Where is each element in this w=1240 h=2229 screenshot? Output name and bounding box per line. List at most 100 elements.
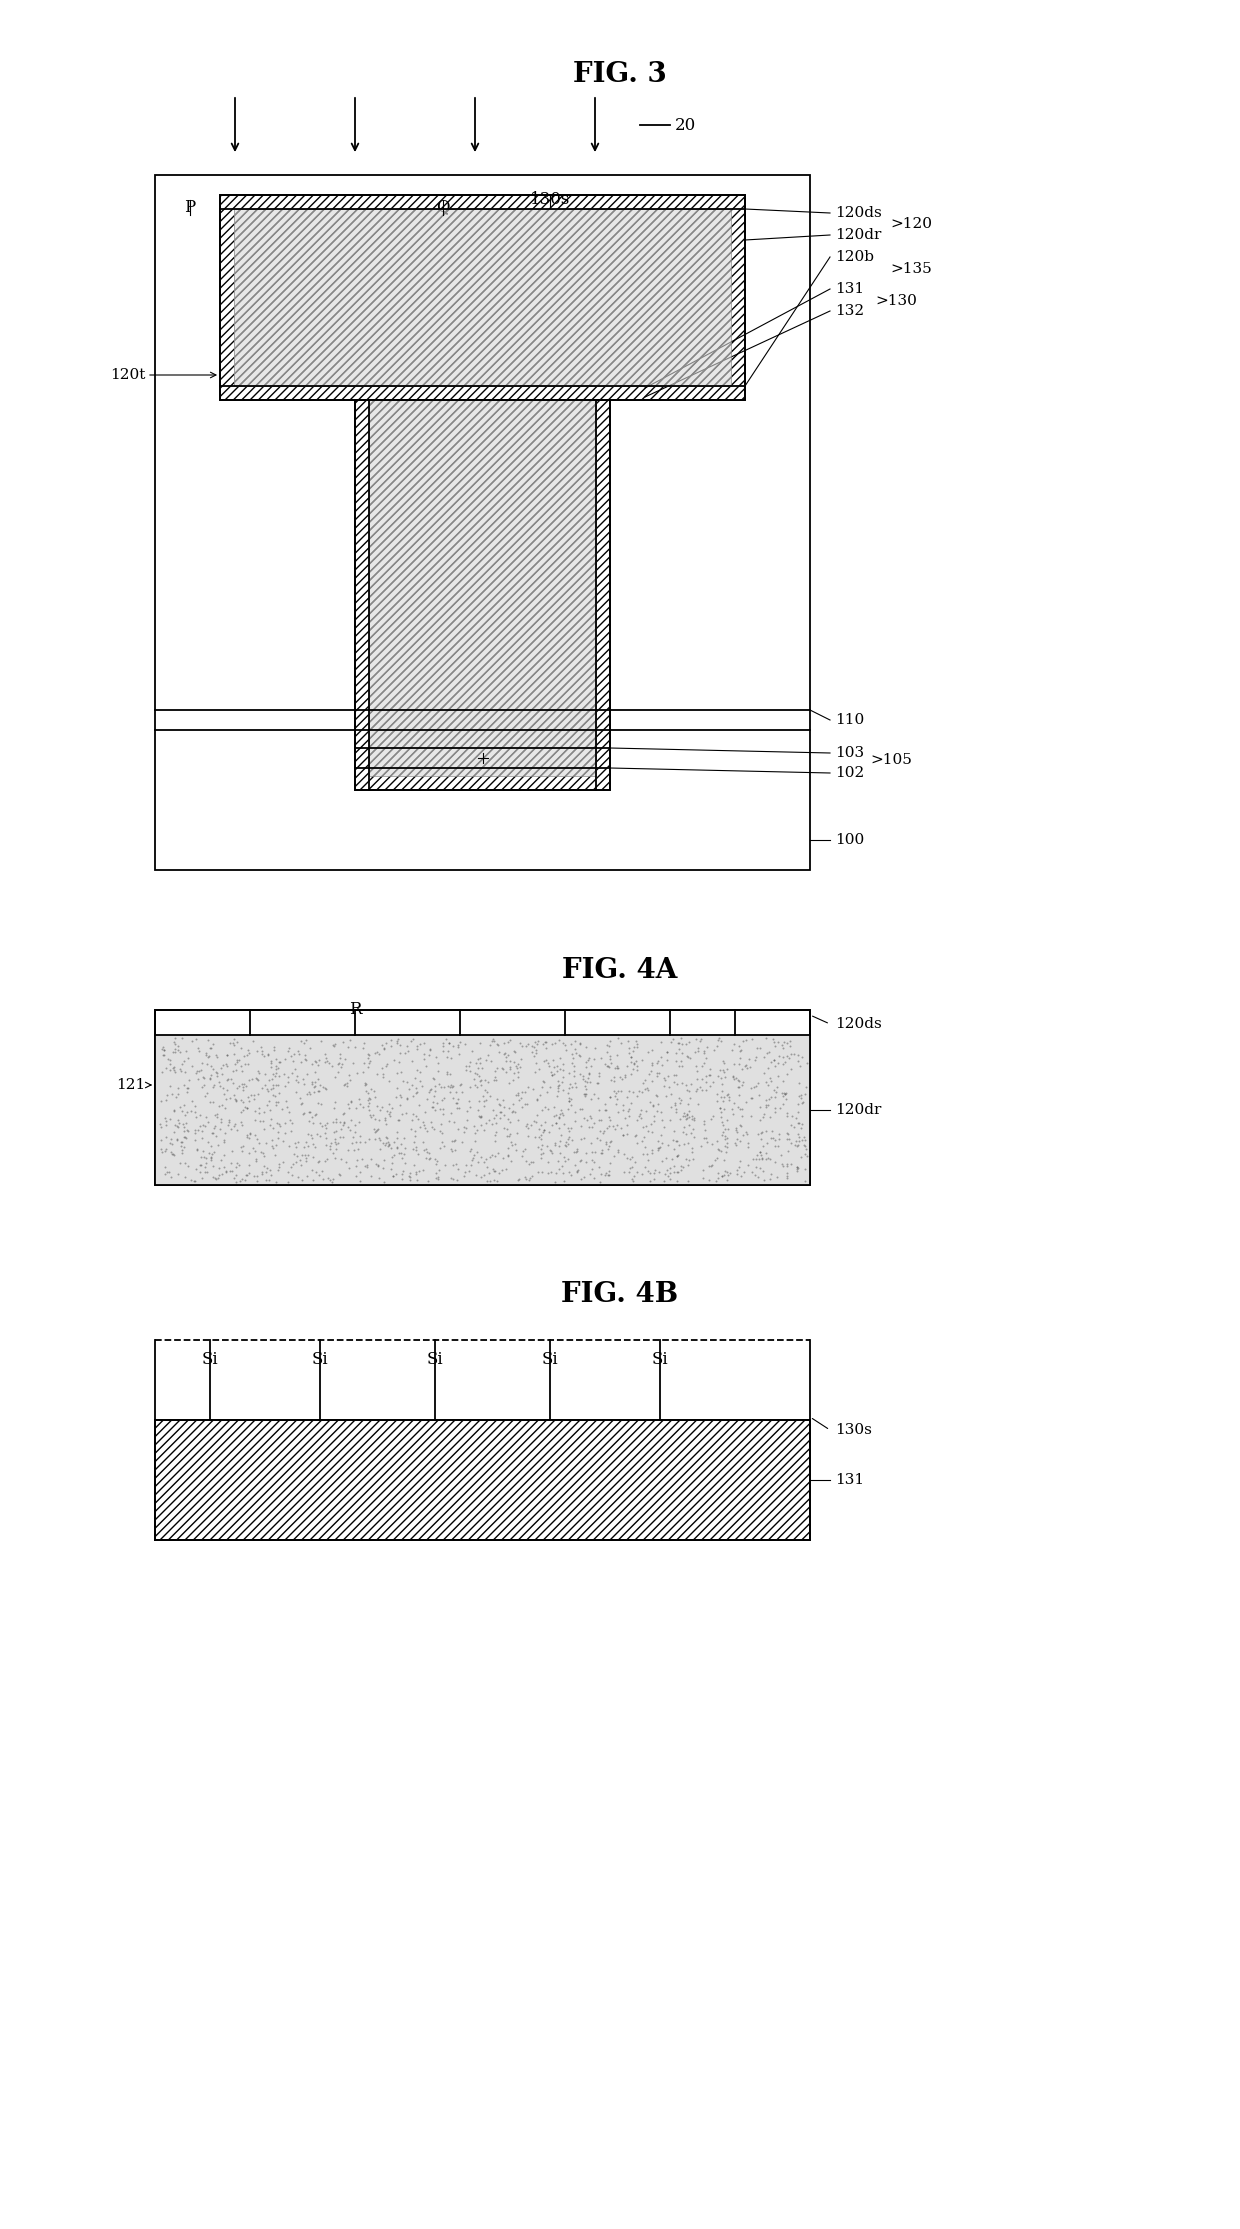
Point (589, 1092, 609, 1128)
Point (729, 1063, 749, 1099)
Point (289, 1036, 309, 1072)
Point (463, 1141, 482, 1177)
Point (485, 1023, 505, 1059)
Point (310, 1068, 330, 1103)
Point (708, 1059, 728, 1094)
Point (489, 1034, 508, 1070)
Point (672, 1065, 692, 1101)
Point (711, 1099, 730, 1135)
Point (415, 1141, 435, 1177)
Point (525, 1039, 544, 1074)
Point (169, 1101, 188, 1137)
Point (600, 1079, 620, 1114)
Point (397, 1081, 417, 1117)
Point (502, 1128, 522, 1164)
Point (777, 1057, 797, 1092)
Point (216, 1152, 236, 1188)
Point (262, 1157, 281, 1193)
Point (781, 1108, 801, 1143)
Point (538, 1090, 558, 1126)
Point (795, 1150, 815, 1186)
Point (577, 1077, 596, 1112)
Point (579, 1041, 599, 1077)
Point (542, 1057, 562, 1092)
Point (460, 1090, 480, 1126)
Point (696, 1072, 715, 1108)
Point (281, 1157, 301, 1193)
Point (387, 1023, 407, 1059)
Point (213, 1123, 233, 1159)
Point (510, 1161, 529, 1197)
Point (650, 1155, 670, 1190)
Point (239, 1121, 259, 1157)
Point (182, 1023, 202, 1059)
Point (768, 1045, 787, 1081)
Point (590, 1164, 610, 1199)
Point (601, 1045, 621, 1081)
Point (564, 1048, 584, 1083)
Point (518, 1119, 538, 1155)
Point (758, 1034, 777, 1070)
Point (636, 1108, 656, 1143)
Point (543, 1099, 563, 1135)
Point (288, 1123, 308, 1159)
Point (668, 1128, 688, 1164)
Text: FIG. 4B: FIG. 4B (562, 1282, 678, 1308)
Point (596, 1123, 616, 1159)
Point (634, 1119, 653, 1155)
Point (331, 1110, 351, 1146)
Point (241, 1114, 260, 1150)
Point (351, 1164, 371, 1199)
Point (658, 1059, 678, 1094)
Point (520, 1146, 539, 1181)
Point (723, 1097, 743, 1132)
Point (252, 1135, 272, 1170)
Point (226, 1083, 246, 1119)
Point (392, 1141, 412, 1177)
Point (283, 1146, 303, 1181)
Point (508, 1045, 528, 1081)
Point (491, 1088, 511, 1123)
Point (477, 1148, 497, 1184)
Point (201, 1139, 221, 1175)
Bar (370, 399, 596, 776)
Point (432, 1114, 451, 1150)
Point (393, 1152, 413, 1188)
Point (542, 1025, 562, 1061)
Point (310, 1119, 330, 1155)
Point (233, 1108, 253, 1143)
Point (448, 1164, 467, 1199)
Point (489, 1155, 508, 1190)
Point (450, 1068, 470, 1103)
Point (787, 1148, 807, 1184)
Point (326, 1130, 346, 1166)
Point (275, 1106, 295, 1141)
Point (503, 1061, 523, 1097)
Point (202, 1137, 222, 1172)
Point (213, 1070, 233, 1106)
Point (523, 1072, 543, 1108)
Point (379, 1097, 399, 1132)
Point (257, 1161, 277, 1197)
Point (267, 1106, 286, 1141)
Point (665, 1088, 684, 1123)
Point (522, 1028, 542, 1063)
Point (546, 1106, 565, 1141)
Point (781, 1036, 801, 1072)
Point (224, 1108, 244, 1143)
Point (547, 1052, 567, 1088)
Point (279, 1164, 299, 1199)
Point (587, 1119, 606, 1155)
Point (656, 1079, 676, 1114)
Point (527, 1081, 547, 1117)
Point (588, 1081, 608, 1117)
Point (439, 1025, 459, 1061)
Point (569, 1036, 589, 1072)
Point (460, 1052, 480, 1088)
Point (649, 1123, 668, 1159)
Point (367, 1034, 387, 1070)
Point (760, 1099, 780, 1135)
Point (542, 1057, 562, 1092)
Point (549, 1152, 569, 1188)
Point (777, 1039, 797, 1074)
